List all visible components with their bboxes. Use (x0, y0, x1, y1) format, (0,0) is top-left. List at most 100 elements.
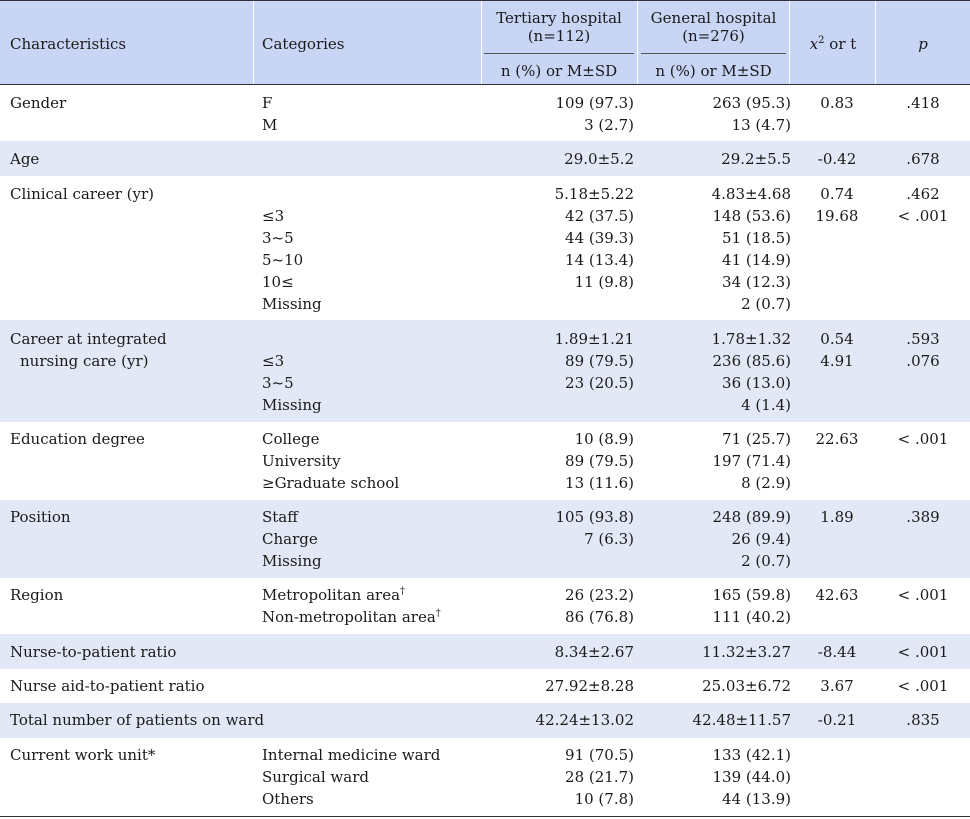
table-row (0, 634, 970, 669)
tertiary-value: 27.92±8.28 (545, 677, 634, 695)
header-tertiary-sub: n (%) or M±SD (500, 62, 618, 80)
chi-rest: or t (824, 35, 857, 53)
statistic-value: 42.63 (815, 586, 859, 604)
category: F (262, 94, 273, 112)
general-value: 44 (13.9) (722, 790, 791, 808)
tertiary-value: 8.34±2.67 (554, 643, 634, 661)
category: Surgical ward (262, 768, 369, 786)
general-value: 4 (1.4) (741, 396, 791, 414)
table-row (0, 320, 970, 422)
header-p: p (876, 35, 970, 53)
statistic-value: 19.68 (815, 207, 859, 225)
general-value: 165 (59.8) (712, 586, 791, 604)
tertiary-value: 89 (79.5) (565, 352, 634, 370)
category: 3~5 (262, 229, 294, 247)
tertiary-value: 42 (37.5) (565, 207, 634, 225)
table-row (0, 141, 970, 176)
header-divider (637, 1, 638, 85)
row-label: Gender (10, 94, 67, 112)
tertiary-value: 7 (6.3) (584, 530, 634, 548)
table-header (0, 1, 970, 84)
table-top-rule (0, 0, 970, 1)
table-row (0, 703, 970, 738)
general-value: 11.32±3.27 (702, 643, 791, 661)
p-value: < .001 (897, 643, 949, 661)
header-divider (253, 1, 254, 85)
general-value: 51 (18.5) (722, 229, 791, 247)
p-value: .076 (906, 352, 940, 370)
row-label: Clinical career (yr) (10, 185, 154, 203)
category: Non-metropolitan area† (262, 608, 441, 626)
statistic-value: 0.54 (820, 330, 854, 348)
p-value: < .001 (897, 586, 949, 604)
tertiary-value: 109 (97.3) (555, 94, 634, 112)
category: College (262, 430, 320, 448)
category: Metropolitan area† (262, 586, 406, 604)
header-tertiary-n: (n=112) (527, 27, 591, 45)
row-label: Nurse aid-to-patient ratio (10, 677, 205, 695)
statistic-value: 0.74 (820, 185, 854, 203)
general-value: 8 (2.9) (741, 474, 791, 492)
general-value: 41 (14.9) (722, 251, 791, 269)
category: Charge (262, 530, 318, 548)
category: Missing (262, 295, 322, 313)
tertiary-value: 44 (39.3) (565, 229, 634, 247)
header-general-sub: n (%) or M±SD (655, 62, 772, 80)
tertiary-value: 89 (79.5) (565, 452, 634, 470)
general-value: 34 (12.3) (722, 273, 791, 291)
header-underline (484, 53, 634, 54)
table-bottom-rule (0, 816, 970, 817)
p-value: < .001 (897, 430, 949, 448)
tertiary-value: 91 (70.5) (565, 746, 634, 764)
header-statistic: x2 or t (792, 35, 874, 53)
p-value: < .001 (897, 677, 949, 695)
general-value: 4.83±4.68 (711, 185, 791, 203)
general-value: 139 (44.0) (712, 768, 791, 786)
p-value: .389 (906, 508, 940, 526)
tertiary-value: 86 (76.8) (565, 608, 634, 626)
row-label: Current work unit* (10, 746, 156, 764)
tertiary-value: 10 (7.8) (574, 790, 634, 808)
general-value: 29.2±5.5 (721, 150, 791, 168)
header-divider (875, 1, 876, 85)
row-label: nursing care (yr) (20, 352, 149, 370)
row-label: Education degree (10, 430, 145, 448)
general-value: 148 (53.6) (712, 207, 791, 225)
statistic-value: 1.89 (820, 508, 854, 526)
category: ≤3 (262, 207, 285, 225)
p-symbol: p (918, 35, 928, 53)
category: Staff (262, 508, 298, 526)
tertiary-value: 28 (21.7) (565, 768, 634, 786)
chi-symbol: x (809, 35, 819, 53)
p-value: .418 (906, 94, 940, 112)
header-general: General hospital (n=276) (641, 9, 786, 45)
header-divider (789, 1, 790, 85)
tertiary-value: 5.18±5.22 (554, 185, 634, 203)
row-label: Total number of patients on ward (10, 711, 265, 729)
category: Internal medicine ward (262, 746, 441, 764)
row-label: Position (10, 508, 71, 526)
p-value: .835 (906, 711, 940, 729)
category: 10≤ (262, 273, 294, 291)
header-divider (481, 1, 482, 85)
category: 5~10 (262, 251, 304, 269)
tertiary-value: 3 (2.7) (584, 116, 634, 134)
tertiary-value: 10 (8.9) (574, 430, 634, 448)
p-value: .678 (906, 150, 940, 168)
general-value: 248 (89.9) (712, 508, 791, 526)
statistic-value: 3.67 (820, 677, 854, 695)
tertiary-value: 14 (13.4) (565, 251, 634, 269)
general-value: 71 (25.7) (722, 430, 791, 448)
general-value: 2 (0.7) (741, 295, 791, 313)
tertiary-value: 23 (20.5) (565, 374, 634, 392)
row-label: Age (10, 150, 40, 168)
general-value: 13 (4.7) (731, 116, 791, 134)
header-categories: Categories (262, 35, 345, 53)
tertiary-value: 1.89±1.21 (554, 330, 634, 348)
chi-superscript: 2 (818, 35, 825, 46)
general-value: 42.48±11.57 (692, 711, 791, 729)
category: 3~5 (262, 374, 294, 392)
header-general-title: General hospital (650, 9, 777, 27)
statistic-value: 22.63 (815, 430, 859, 448)
tertiary-value: 105 (93.8) (555, 508, 634, 526)
